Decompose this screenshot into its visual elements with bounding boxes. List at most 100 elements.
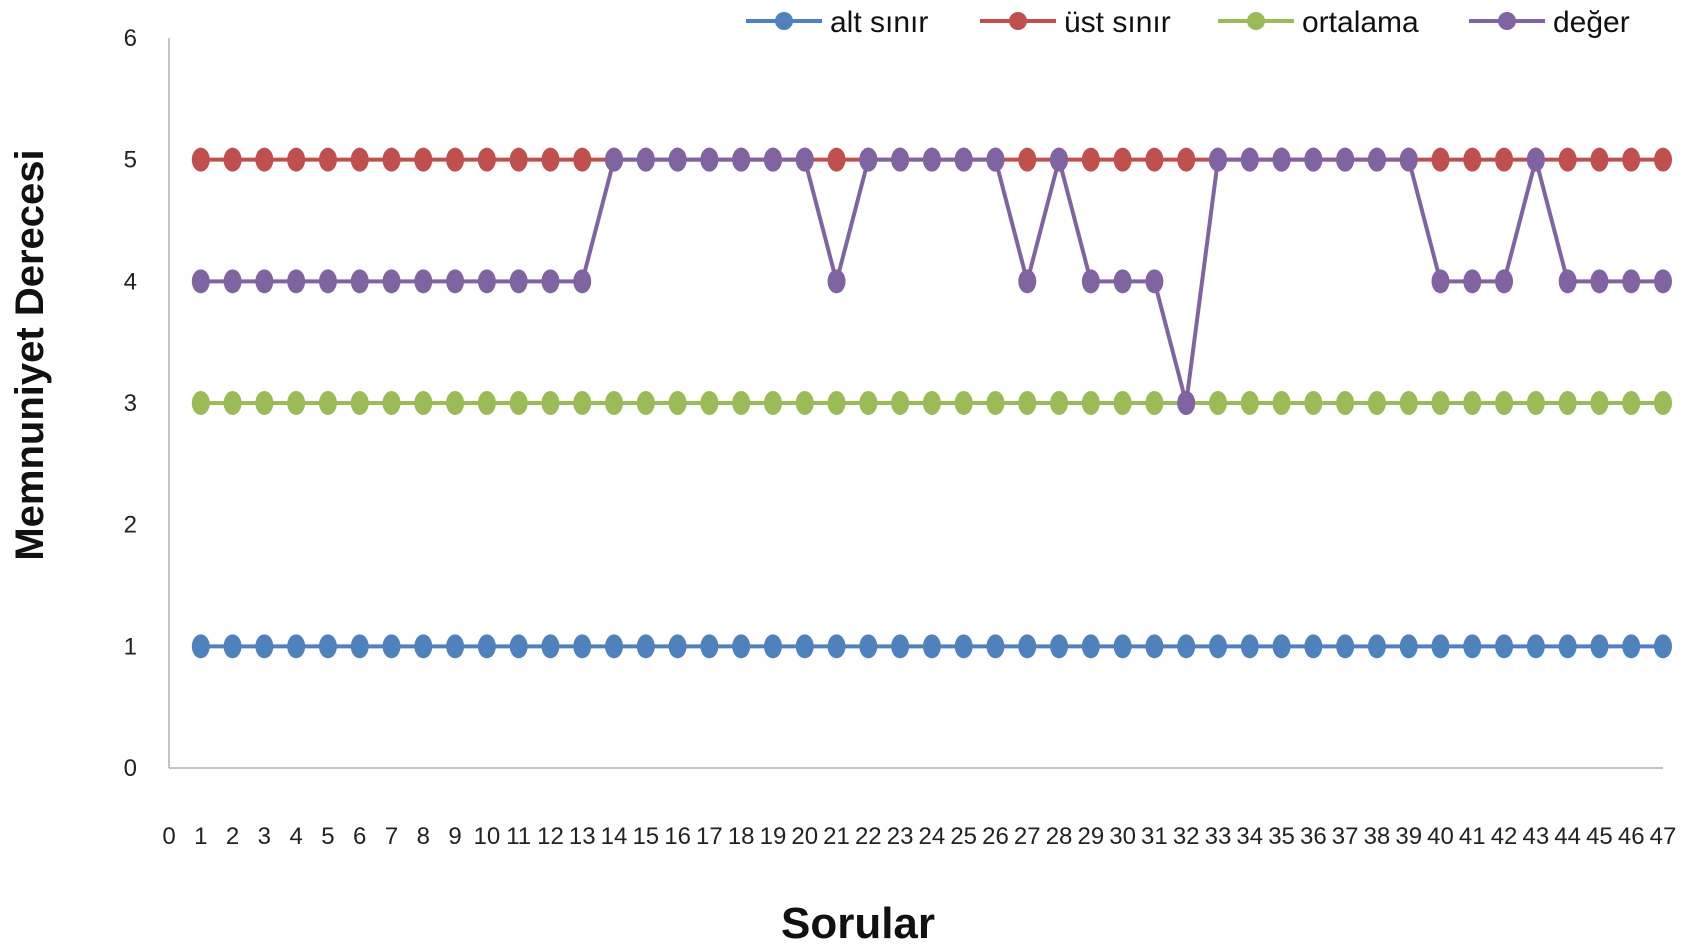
series-3-point bbox=[1654, 391, 1672, 415]
series-4-point bbox=[1018, 269, 1037, 294]
series-2-point bbox=[509, 147, 528, 172]
series-1-point bbox=[1431, 634, 1450, 659]
series-4-point bbox=[605, 147, 624, 172]
legend-marker bbox=[1247, 12, 1265, 30]
series-1-point bbox=[446, 634, 465, 659]
series-1-point bbox=[414, 634, 433, 659]
legend-item: üst sınır bbox=[980, 6, 1171, 39]
x-tick-label: 45 bbox=[1586, 823, 1613, 850]
series-2-point bbox=[541, 147, 560, 172]
x-tick-label: 23 bbox=[887, 823, 914, 850]
series-3-point bbox=[795, 391, 814, 415]
series-4-point bbox=[573, 269, 592, 294]
series-1-point bbox=[1558, 634, 1577, 659]
series-3-point bbox=[1431, 391, 1450, 415]
series-1-point bbox=[541, 634, 560, 659]
series-3-point bbox=[287, 391, 306, 415]
series-4-point bbox=[1558, 269, 1577, 294]
series-2-point bbox=[414, 147, 433, 172]
legend-label: ortalama bbox=[1302, 6, 1419, 39]
series-4-point bbox=[350, 269, 369, 294]
legend-label: alt sınır bbox=[830, 6, 928, 39]
x-tick-label: 5 bbox=[321, 823, 334, 850]
series-1-point bbox=[827, 634, 846, 659]
series-2-point bbox=[382, 147, 401, 172]
x-tick-label: 11 bbox=[506, 823, 531, 850]
series-4-point bbox=[954, 147, 973, 172]
x-tick-labels: 0 1 2 3 4 5 6 7 8 9 10 11 12 13 14 15 16 17 18 19 20 21 22 23 24… bbox=[162, 823, 1676, 850]
series-1-point bbox=[477, 634, 496, 659]
series-4-point bbox=[318, 269, 337, 294]
x-tick-label: 37 bbox=[1332, 823, 1359, 850]
series-3-point bbox=[1558, 391, 1577, 415]
series-3-point bbox=[509, 391, 528, 415]
series-4-point bbox=[446, 269, 465, 294]
series-3 bbox=[191, 391, 1672, 415]
series-1-point bbox=[636, 634, 655, 659]
series-1-point bbox=[605, 634, 624, 659]
series-4-point bbox=[668, 147, 687, 172]
series-3-point bbox=[1463, 391, 1482, 415]
series-4-point bbox=[795, 147, 814, 172]
x-tick-label: 40 bbox=[1427, 823, 1454, 850]
x-tick-label: 35 bbox=[1268, 823, 1295, 850]
x-tick-label: 20 bbox=[791, 823, 818, 850]
x-tick-label: 41 bbox=[1459, 823, 1486, 850]
legend-item: değer bbox=[1469, 6, 1630, 39]
series-3-point bbox=[191, 391, 210, 415]
series-4-point bbox=[223, 269, 242, 294]
series-1-point bbox=[382, 634, 401, 659]
series-2-point bbox=[827, 147, 846, 172]
axes bbox=[168, 38, 1663, 769]
series-3-point bbox=[1367, 391, 1386, 415]
series-3-point bbox=[891, 391, 910, 415]
series-3-point bbox=[1526, 391, 1545, 415]
series-3-point bbox=[541, 391, 560, 415]
series-3-point bbox=[223, 391, 242, 415]
series-1-point bbox=[350, 634, 369, 659]
series-1-point bbox=[1081, 634, 1100, 659]
series-4-point bbox=[1304, 147, 1323, 172]
series-4-point bbox=[1272, 147, 1291, 172]
series-4-point bbox=[922, 147, 941, 172]
x-tick-label: 7 bbox=[385, 823, 398, 850]
series-3-point bbox=[1113, 391, 1132, 415]
series-1-point bbox=[1113, 634, 1132, 659]
series-4-point bbox=[382, 269, 401, 294]
series-2-point bbox=[1081, 147, 1100, 172]
y-tick-label: 5 bbox=[124, 147, 137, 174]
y-tick-label: 0 bbox=[124, 755, 137, 782]
legend-marker bbox=[1009, 12, 1027, 30]
x-tick-label: 38 bbox=[1364, 823, 1391, 850]
series-4-point bbox=[1399, 147, 1418, 172]
x-tick-label: 21 bbox=[823, 823, 850, 850]
series-1-point bbox=[1018, 634, 1037, 659]
series-1-point bbox=[1336, 634, 1355, 659]
series-2-point bbox=[1622, 147, 1641, 172]
series-1-point bbox=[1240, 634, 1259, 659]
series-2-point bbox=[1558, 147, 1577, 172]
series-4-point bbox=[1431, 269, 1450, 294]
series-2-point bbox=[573, 147, 592, 172]
x-tick-label: 29 bbox=[1077, 823, 1104, 850]
series-1-point bbox=[287, 634, 306, 659]
series-4-point bbox=[1367, 147, 1386, 172]
x-tick-label: 32 bbox=[1173, 823, 1200, 850]
series-3-point bbox=[350, 391, 369, 415]
series-3-point bbox=[382, 391, 401, 415]
y-tick-label: 4 bbox=[124, 268, 137, 295]
x-tick-label: 4 bbox=[289, 823, 302, 850]
y-tick-label: 3 bbox=[124, 390, 137, 417]
x-tick-label: 46 bbox=[1618, 823, 1645, 850]
x-tick-label: 17 bbox=[696, 823, 723, 850]
x-tick-label: 8 bbox=[417, 823, 430, 850]
series-3-point bbox=[1081, 391, 1100, 415]
x-tick-label: 2 bbox=[226, 823, 239, 850]
series-1-point bbox=[223, 634, 242, 659]
series-1-point bbox=[986, 634, 1005, 659]
series-1-point bbox=[1145, 634, 1164, 659]
series-4-point bbox=[1590, 269, 1609, 294]
series-2-point bbox=[1463, 147, 1482, 172]
series-1-point bbox=[732, 634, 751, 659]
x-tick-label: 9 bbox=[448, 823, 461, 850]
